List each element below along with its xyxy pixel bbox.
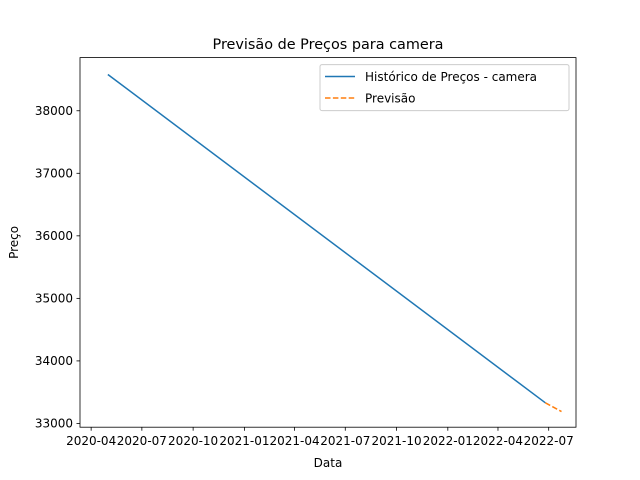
x-tick-label: 2021-10 (371, 434, 421, 448)
x-axis-ticks: 2020-04 2020-07 2020-10 2021-01 2021-04 2021-… (66, 427, 574, 448)
series-line-historico (107, 73, 546, 404)
x-tick-label: 2020-07 (117, 434, 167, 448)
x-axis-label: Data (314, 456, 343, 470)
y-axis-label: Preço (7, 226, 21, 259)
plot-frame (79, 57, 577, 428)
legend-label-previsao: Previsão (365, 92, 415, 106)
y-tick-label: 33000 (35, 417, 73, 431)
legend: Histórico de Preços - camera Previsão (319, 64, 570, 112)
x-tick-label: 2022-07 (524, 434, 574, 448)
series-layer (107, 73, 562, 413)
x-tick-label: 2022-04 (473, 434, 523, 448)
plot-area (80, 57, 576, 428)
x-tick-label: 2021-01 (219, 434, 269, 448)
legend-label-historico: Histórico de Preços - camera (365, 70, 537, 84)
series-line-previsao (544, 402, 562, 413)
legend-box (319, 64, 570, 112)
chart-title: Previsão de Preços para camera (213, 37, 444, 53)
x-tick-label: 2020-10 (168, 434, 218, 448)
y-axis-ticks: 33000 34000 35000 36000 37000 38000 (35, 104, 80, 431)
x-tick-label: 2021-04 (269, 434, 319, 448)
y-tick-label: 36000 (35, 229, 73, 243)
y-tick-label: 34000 (35, 354, 73, 368)
x-tick-label: 2022-01 (423, 434, 473, 448)
x-tick-label: 2020-04 (66, 434, 116, 448)
y-tick-label: 37000 (35, 167, 73, 181)
y-tick-label: 35000 (35, 292, 73, 306)
x-tick-label: 2021-07 (320, 434, 370, 448)
y-tick-label: 38000 (35, 104, 73, 118)
